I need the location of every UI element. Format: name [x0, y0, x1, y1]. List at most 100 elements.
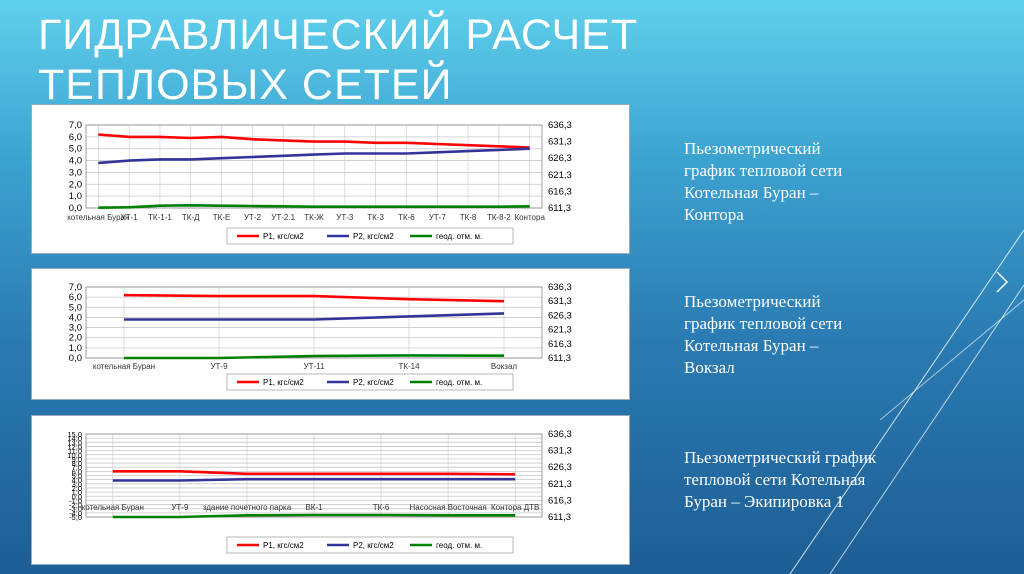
x-tick-label: УТ-2	[244, 213, 262, 222]
x-tick-label: ТК-Д	[182, 213, 200, 222]
y-tick-label: 3,0	[72, 480, 82, 489]
x-tick-label: УТ-11	[304, 362, 325, 371]
y-tick-label: 3,0	[69, 167, 82, 178]
legend-label-p2: P2, кгс/см2	[353, 232, 394, 241]
caption-2: Пьезометрический график тепловой сети Ко…	[684, 291, 842, 379]
x-tick-label: котельная Буран	[67, 213, 129, 222]
caption-1-line: Пьезометрический	[684, 139, 821, 158]
y-tick-label: 15,0	[67, 430, 82, 439]
x-tick-label: ТК-1-1	[148, 213, 172, 222]
caption-2-line: Вокзал	[684, 358, 735, 377]
y-tick-label: 6,0	[72, 467, 82, 476]
y-tick-label: 2,0	[72, 484, 82, 493]
caption-1: Пьезометрический график тепловой сети Ко…	[684, 138, 842, 226]
y2-tick-label: 636,3	[548, 429, 572, 440]
y-tick-label: 7,0	[72, 463, 82, 472]
x-tick-label: здание почетного парка	[203, 503, 292, 512]
y-tick-label: -3,0	[69, 505, 82, 514]
x-tick-label: УТ-2.1	[271, 213, 295, 222]
chart-panel-3: -5,0 -4,0 -3,0 -2,0 -1,0 0,0 1,0 2,0 3,0 4,0 5,0 6,…	[31, 415, 630, 565]
y2-tick-label: 611,3	[548, 512, 571, 523]
chart-3-svg: -5,0-4,0-3,0-2,0-1,00,01,02,03,04,05,06,…	[67, 429, 572, 554]
caption-3-line: Пьезометрический график	[684, 448, 877, 467]
y2-tick-label: 626,3	[548, 462, 572, 473]
y-tick-label: 0,0	[72, 492, 82, 501]
x-tick-label: УТ-3	[336, 213, 354, 222]
chart-legend: P1, кгс/см2 P2, кгс/см2 геод. отм. м.	[226, 536, 514, 554]
y2-tick-label: 631,3	[548, 296, 572, 307]
y2-tick-label: 621,3	[548, 325, 572, 336]
y-tick-label: 5,0	[69, 144, 82, 155]
series-line-p1	[112, 469, 516, 476]
slide-title-line-1: ГИДРАВЛИЧЕСКИЙ РАСЧЕТ	[38, 11, 639, 59]
y-tick-label: 9,0	[72, 455, 82, 464]
plot-frame	[85, 124, 543, 209]
y2-tick-label: 621,3	[548, 479, 572, 490]
caption-2-line: Пьезометрический	[684, 292, 821, 311]
y-tick-label: -5,0	[69, 513, 82, 522]
y-tick-label: -2,0	[69, 501, 82, 510]
y2-tick-label: 616,3	[548, 339, 572, 350]
series-line-geo	[112, 513, 516, 519]
y-tick-label: 8,0	[72, 459, 82, 468]
caption-2-line: Котельная Буран –	[684, 336, 819, 355]
legend-box	[226, 373, 514, 391]
x-tick-label: Вокзал	[491, 362, 517, 371]
x-tick-label: УТ-7	[429, 213, 447, 222]
series-line-p1	[98, 133, 530, 149]
y-tick-label: 7,0	[69, 120, 82, 131]
legend-label-p1: P1, кгс/см2	[263, 378, 304, 387]
caption-1-line: график тепловой сети	[684, 161, 843, 180]
legend-label-p2: P2, кгс/см2	[353, 378, 394, 387]
chart-legend: P1, кгс/см2 P2, кгс/см2 геод. отм. м.	[226, 227, 514, 245]
y-tick-label: 3,0	[69, 323, 82, 334]
y-tick-label: 10,0	[67, 451, 82, 460]
y2-tick-label: 616,3	[548, 186, 572, 197]
y-tick-label: 6,0	[69, 132, 82, 143]
legend-label-geo: геод. отм. м.	[436, 232, 482, 241]
series-line-p2	[98, 147, 530, 165]
legend-label-geo: геод. отм. м.	[436, 378, 482, 387]
series-line-geo	[124, 354, 505, 360]
caption-2-line: график тепловой сети	[684, 314, 843, 333]
y2-tick-label: 626,3	[548, 153, 572, 164]
y-tick-label: 13,0	[67, 438, 82, 447]
x-tick-label: ТК-8	[460, 213, 477, 222]
series-line-p2	[112, 477, 516, 482]
x-tick-label: котельная Буран	[82, 503, 144, 512]
legend-label-p2: P2, кгс/см2	[353, 541, 394, 550]
chart-panel-2: 0,0 1,0 2,0 3,0 4,0 5,0 6,0 7,0 611,3 616,3 621,3 6…	[31, 268, 630, 400]
x-tick-label: ТК-Е	[213, 213, 231, 222]
chart-1-svg: 0,01,02,03,04,05,06,07,0 611,3 616,3 621,3 6…	[67, 120, 572, 245]
x-tick-label: ТК-6	[373, 503, 390, 512]
y-tick-label: 4,0	[69, 156, 82, 167]
legend-box	[226, 536, 514, 554]
caption-1-line: Котельная Буран –	[684, 183, 819, 202]
y-tick-label: 4,0	[72, 476, 82, 485]
series-line-p1	[123, 293, 505, 303]
x-tick-label: ТК-3	[367, 213, 384, 222]
y2-tick-label: 631,3	[548, 137, 572, 148]
x-tick-label: УТ-9	[171, 503, 189, 512]
y-tick-label: 1,0	[69, 343, 82, 354]
y2-tick-label: 636,3	[548, 282, 572, 293]
y2-tick-label: 621,3	[548, 170, 572, 181]
x-tick-label: котельная Буран	[93, 362, 155, 371]
x-tick-label: ТК-14	[398, 362, 420, 371]
y-tick-label: 6,0	[69, 292, 82, 303]
y-tick-label: 7,0	[69, 282, 82, 293]
x-tick-label: Насосная Восточная	[410, 503, 487, 512]
legend-box	[226, 227, 514, 245]
slide-title: ГИДРАВЛИЧЕСКИЙ РАСЧЕТ ТЕПЛОВЫХ СЕТЕЙ	[38, 10, 638, 110]
plot-frame	[85, 286, 543, 359]
y-tick-label: 2,0	[69, 333, 82, 344]
y-tick-label: 5,0	[69, 302, 82, 313]
y-tick-label: 5,0	[72, 472, 82, 481]
x-tick-label: Контора ДТВ	[491, 503, 539, 512]
caption-3-line: тепловой сети Котельная	[684, 470, 866, 489]
plot-frame	[85, 433, 543, 518]
x-tick-label: ТК-Ж	[304, 213, 324, 222]
y2-tick-label: 611,3	[548, 353, 571, 364]
chart-legend: P1, кгс/см2 P2, кгс/см2 геод. отм. м.	[226, 373, 514, 391]
chart-panel-1: 0,0 1,0 2,0 3,0 4,0 5,0 6,0 7,0 611,3 616,3 621,3 6…	[31, 104, 630, 254]
